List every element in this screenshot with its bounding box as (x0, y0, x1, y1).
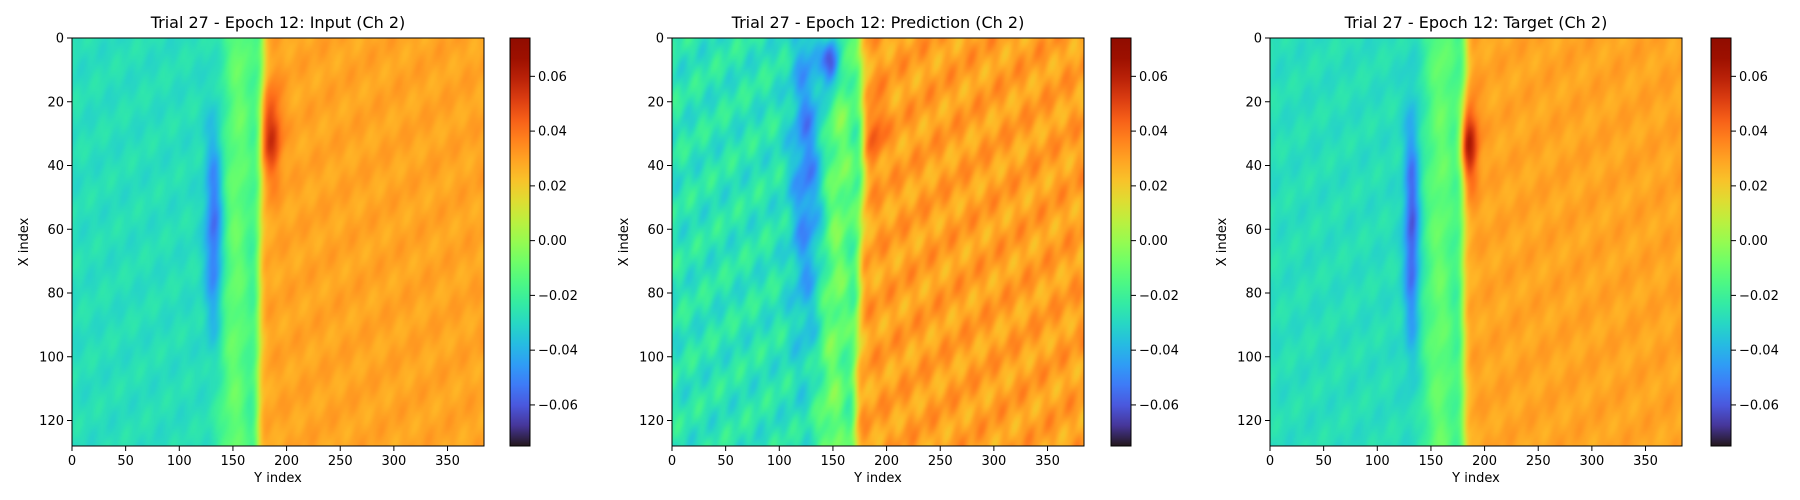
y-tick-label: 40 (47, 159, 64, 174)
y-tick-label: 100 (639, 350, 664, 365)
x-tick-label: 150 (1419, 454, 1444, 469)
chart-title: Trial 27 - Epoch 12: Input (Ch 2) (150, 13, 406, 32)
x-tick-label: 50 (717, 454, 734, 469)
colorbar-tick-label: −0.06 (1739, 398, 1779, 413)
colorbar-frame (509, 37, 531, 447)
chart-title: Trial 27 - Epoch 12: Prediction (Ch 2) (731, 13, 1025, 32)
x-tick-label: 50 (117, 454, 134, 469)
x-tick-label: 300 (381, 454, 406, 469)
x-tick-label: 200 (874, 454, 899, 469)
y-tick-label: 20 (1245, 95, 1262, 110)
colorbar-tick-label: −0.02 (1139, 289, 1179, 304)
plot-frame (1269, 37, 1683, 447)
y-tick-label: 80 (1245, 287, 1262, 302)
colorbar-gradient (510, 38, 530, 446)
colorbar-tick-label: 0.02 (1739, 179, 1768, 194)
y-tick-label: 40 (647, 159, 664, 174)
colorbar-tick-label: 0.02 (1139, 179, 1168, 194)
chart-panel-3: Trial 27 - Epoch 12: Target (Ch 2) 0 50 100… (1215, 13, 1779, 486)
x-tick-label: 50 (1315, 454, 1332, 469)
x-tick-label: 0 (1266, 454, 1274, 469)
y-tick-label: 100 (1237, 350, 1262, 365)
colorbar-tick-label: −0.04 (1139, 344, 1179, 359)
y-tick-label: 20 (647, 95, 664, 110)
y-tick-label: 0 (56, 32, 64, 47)
chart-panel-2: Trial 27 - Epoch 12: Prediction (Ch 2) 0 5… (617, 13, 1179, 486)
x-tick-label: 350 (435, 454, 460, 469)
y-tick-label: 80 (647, 287, 664, 302)
heatmap-image (72, 38, 484, 446)
x-axis-label: Y index (253, 471, 302, 486)
y-axis-label: X index (1215, 217, 1230, 266)
plot-frame (71, 37, 485, 447)
y-axis-label: X index (617, 217, 632, 266)
y-tick-label: 60 (47, 223, 64, 238)
x-tick-label: 250 (928, 454, 953, 469)
x-axis-label: Y index (1451, 471, 1500, 486)
x-tick-label: 250 (1526, 454, 1551, 469)
colorbar-tick-label: −0.06 (538, 398, 578, 413)
x-axis-label: Y index (853, 471, 902, 486)
colorbar: 0.06 0.04 0.02 0.00 −0.02 −0.04 −0.06 (509, 37, 578, 447)
x-tick-label: 250 (328, 454, 353, 469)
chart-panel-1: Trial 27 - Epoch 12: Input (Ch 2) 0 50 100 1… (17, 13, 578, 486)
colorbar: 0.06 0.04 0.02 0.00 −0.02 −0.04 −0.06 (1110, 37, 1179, 447)
chart-title: Trial 27 - Epoch 12: Target (Ch 2) (1344, 13, 1608, 32)
colorbar-tick-label: 0.00 (1139, 234, 1168, 249)
y-axis-label: X index (17, 217, 32, 266)
colorbar-tick-label: 0.06 (538, 70, 567, 85)
x-tick-label: 200 (1472, 454, 1497, 469)
colorbar-tick-label: 0.00 (1739, 234, 1768, 249)
colorbar-tick-label: 0.06 (1139, 70, 1168, 85)
colorbar-frame (1710, 37, 1732, 447)
y-tick-label: 0 (656, 32, 664, 47)
colorbar-tick-label: −0.04 (538, 344, 578, 359)
colorbar-tick-label: 0.00 (538, 234, 567, 249)
colorbar-tick-label: 0.04 (1739, 125, 1768, 140)
colorbar-tick-label: 0.06 (1739, 70, 1768, 85)
heatmap-image (672, 38, 1084, 446)
colorbar-gradient (1711, 38, 1731, 446)
x-tick-label: 100 (1365, 454, 1390, 469)
heatmap-image (1270, 38, 1682, 446)
y-tick-label: 100 (39, 350, 64, 365)
x-tick-label: 350 (1035, 454, 1060, 469)
colorbar-tick-label: 0.04 (1139, 125, 1168, 140)
x-tick-label: 300 (1579, 454, 1604, 469)
y-tick-label: 120 (39, 414, 64, 429)
colorbar-tick-label: 0.04 (538, 125, 567, 140)
colorbar-tick-label: 0.02 (538, 179, 567, 194)
y-tick-label: 120 (1237, 414, 1262, 429)
y-tick-label: 40 (1245, 159, 1262, 174)
y-tick-label: 20 (47, 95, 64, 110)
x-tick-label: 150 (821, 454, 846, 469)
colorbar: 0.06 0.04 0.02 0.00 −0.02 −0.04 −0.06 (1710, 37, 1779, 447)
x-tick-label: 300 (981, 454, 1006, 469)
colorbar-tick-label: −0.06 (1139, 398, 1179, 413)
y-tick-label: 60 (647, 223, 664, 238)
y-tick-label: 120 (639, 414, 664, 429)
colorbar-tick-label: −0.04 (1739, 344, 1779, 359)
x-tick-label: 100 (167, 454, 192, 469)
x-tick-label: 0 (68, 454, 76, 469)
colorbar-gradient (1111, 38, 1131, 446)
x-tick-label: 0 (668, 454, 676, 469)
plot-frame (671, 37, 1085, 447)
y-tick-label: 80 (47, 287, 64, 302)
colorbar-tick-label: −0.02 (538, 289, 578, 304)
y-tick-label: 60 (1245, 223, 1262, 238)
colorbar-frame (1110, 37, 1132, 447)
x-tick-label: 150 (221, 454, 246, 469)
x-tick-label: 200 (274, 454, 299, 469)
y-tick-label: 0 (1254, 32, 1262, 47)
x-tick-label: 350 (1633, 454, 1658, 469)
colorbar-tick-label: −0.02 (1739, 289, 1779, 304)
x-tick-label: 100 (767, 454, 792, 469)
